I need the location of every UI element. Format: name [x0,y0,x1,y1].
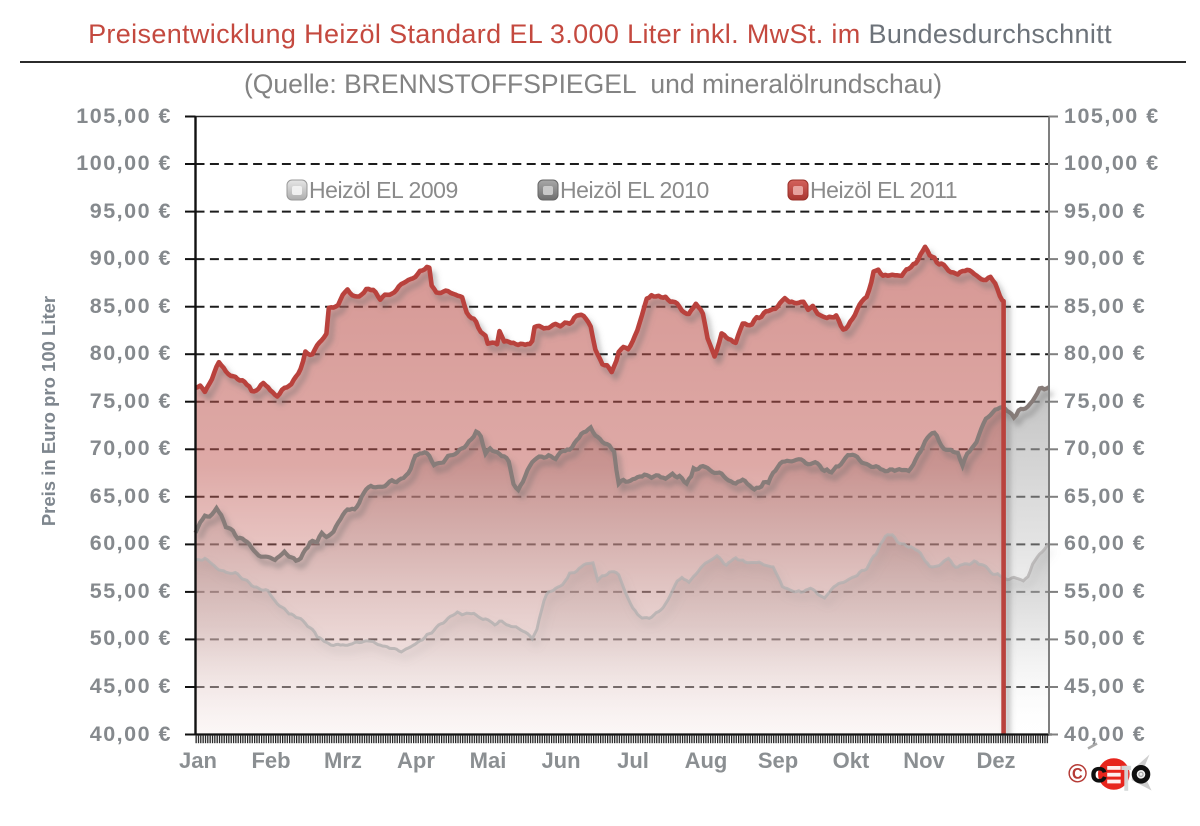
svg-text:©: © [1068,759,1087,789]
svg-text:C: C [1091,763,1107,787]
